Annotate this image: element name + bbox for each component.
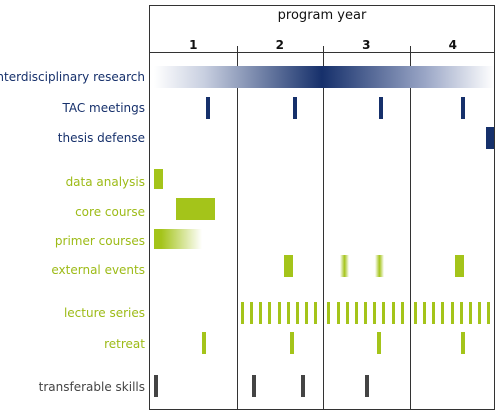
- lecture-series-mark: [295, 302, 299, 324]
- lecture-series-mark: [413, 302, 417, 324]
- lecture-series-mark: [468, 302, 472, 324]
- label-primer-courses: primer courses: [54, 234, 145, 248]
- tac-meetings-bar: [292, 97, 297, 119]
- lecture-series-mark: [327, 302, 331, 324]
- year-label-4: 4: [448, 38, 457, 52]
- external-events-bar: [340, 255, 349, 277]
- transferable-skills-bar: [301, 375, 306, 397]
- lecture-series-mark: [336, 302, 340, 324]
- lecture-series-mark: [459, 302, 463, 324]
- label-interdisciplinary-research: interdisciplinary research: [0, 70, 145, 84]
- label-data-analysis: data analysis: [65, 175, 145, 189]
- label-external-events: external events: [51, 263, 145, 277]
- external-events-bar: [455, 255, 464, 277]
- year-divider: [323, 46, 324, 410]
- lecture-series-mark: [441, 302, 445, 324]
- label-lecture-series: lecture series: [63, 306, 145, 320]
- timeline-frame: [149, 5, 495, 410]
- lecture-series-mark: [400, 302, 404, 324]
- tac-meetings-bar: [206, 97, 211, 119]
- lecture-series-mark: [314, 302, 318, 324]
- transferable-skills-bar: [154, 375, 159, 397]
- tac-meetings-bar: [379, 97, 384, 119]
- retreat-bar: [290, 332, 295, 354]
- lecture-series-mark: [277, 302, 281, 324]
- lecture-series-mark: [391, 302, 395, 324]
- external-events-bar: [284, 255, 293, 277]
- tac-meetings-bar: [461, 97, 466, 119]
- lecture-series-mark: [305, 302, 309, 324]
- lecture-series-mark: [354, 302, 358, 324]
- lecture-series-mark: [450, 302, 454, 324]
- core-course-bar: [175, 198, 215, 220]
- year-axis-line: [149, 52, 495, 53]
- label-transferable-skills: transferable skills: [38, 380, 145, 394]
- thesis-defense-bar: [485, 127, 494, 149]
- lecture-series-mark: [259, 302, 263, 324]
- lecture-series-mark: [423, 302, 427, 324]
- year-divider: [410, 46, 411, 410]
- lecture-series-mark: [373, 302, 377, 324]
- label-retreat: retreat: [104, 337, 145, 351]
- lecture-series-mark: [268, 302, 272, 324]
- year-label-3: 3: [362, 38, 371, 52]
- year-label-2: 2: [275, 38, 284, 52]
- retreat-bar: [201, 332, 206, 354]
- label-core-course: core course: [75, 205, 145, 219]
- lecture-series-mark: [382, 302, 386, 324]
- lecture-series-mark: [487, 302, 491, 324]
- year-divider: [237, 46, 238, 410]
- primer-courses-bar: [154, 229, 202, 249]
- chart-title: program year: [277, 8, 367, 23]
- lecture-series-mark: [250, 302, 254, 324]
- label-thesis-defense: thesis defense: [57, 131, 145, 145]
- label-tac-meetings: TAC meetings: [62, 101, 145, 115]
- lecture-series-mark: [364, 302, 368, 324]
- transferable-skills-bar: [252, 375, 257, 397]
- transferable-skills-bar: [364, 375, 369, 397]
- retreat-bar: [461, 332, 466, 354]
- lecture-series-mark: [286, 302, 290, 324]
- interdisciplinary-research-bar: [154, 66, 494, 88]
- lecture-series-mark: [240, 302, 244, 324]
- retreat-bar: [376, 332, 381, 354]
- lecture-series-mark: [478, 302, 482, 324]
- data-analysis-bar: [154, 169, 163, 189]
- lecture-series-mark: [432, 302, 436, 324]
- external-events-bar: [374, 255, 384, 277]
- year-label-1: 1: [189, 38, 198, 52]
- lecture-series-mark: [345, 302, 349, 324]
